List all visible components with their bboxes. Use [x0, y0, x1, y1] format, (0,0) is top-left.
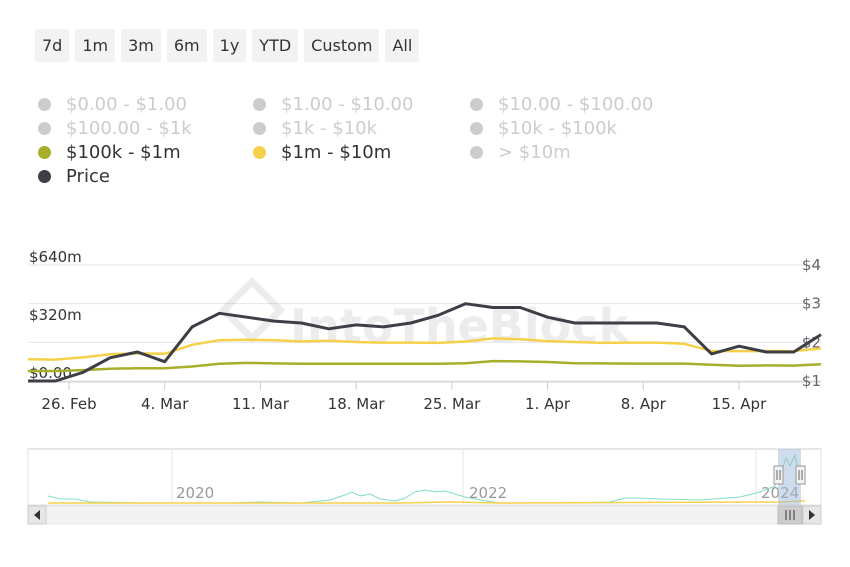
- legend-label: $100k - $1m: [66, 142, 181, 163]
- legend-label: $0.00 - $1.00: [66, 94, 187, 115]
- range-button-1y[interactable]: 1y: [212, 29, 247, 62]
- x-tick-label: 25. Mar: [423, 395, 481, 413]
- legend-item[interactable]: $0.00 - $1.00: [38, 94, 187, 115]
- x-tick-label: 1. Apr: [525, 395, 571, 413]
- x-tick-label: 15. Apr: [712, 395, 767, 413]
- legend-label: $1m - $10m: [281, 142, 392, 163]
- y-left-tick-label: $0.00: [29, 364, 72, 382]
- navigator-frame: [27, 448, 822, 506]
- y-left-tick-label: $640m: [29, 248, 82, 266]
- legend-item[interactable]: $1.00 - $10.00: [253, 94, 413, 115]
- x-tick-label: 8. Apr: [621, 395, 667, 413]
- range-button-7d[interactable]: 7d: [35, 29, 70, 62]
- y-left-tick-label: $320m: [29, 306, 82, 324]
- y-right-tick-label: $3: [802, 295, 821, 313]
- legend-label: $100.00 - $1k: [66, 118, 192, 139]
- legend-item[interactable]: $1m - $10m: [253, 142, 391, 163]
- range-selector: 7d 1m 3m 6m 1y YTD Custom All: [35, 29, 420, 62]
- x-tick-label: 11. Mar: [232, 395, 290, 413]
- legend-label: $10k - $100k: [498, 118, 617, 139]
- legend-marker-icon: [38, 170, 51, 183]
- legend-label: $1k - $10k: [281, 118, 378, 139]
- x-tick-label: 26. Feb: [41, 395, 96, 413]
- legend-item[interactable]: $100k - $1m: [38, 142, 181, 163]
- range-button-ytd[interactable]: YTD: [252, 29, 299, 62]
- range-button-1m[interactable]: 1m: [75, 29, 116, 62]
- legend-label: > $10m: [498, 142, 571, 163]
- legend-item[interactable]: $100.00 - $1k: [38, 118, 192, 139]
- navigator-year-label: 2020: [176, 484, 214, 502]
- legend-marker-icon: [253, 146, 266, 159]
- chevron-left-icon: [34, 510, 40, 520]
- range-button-6m[interactable]: 6m: [166, 29, 207, 62]
- navigator-handle-left[interactable]: [773, 465, 784, 485]
- series-line-1[interactable]: [27, 337, 822, 361]
- series-layer: [27, 302, 822, 383]
- legend-item[interactable]: $10.00 - $100.00: [470, 94, 653, 115]
- navigator[interactable]: 2020 2022 2024: [27, 448, 822, 506]
- y-right-tick-label: $1: [802, 372, 821, 390]
- legend-marker-icon: [253, 122, 266, 135]
- legend-marker-icon: [470, 98, 483, 111]
- legend-marker-icon: [38, 98, 51, 111]
- scrollbar-track[interactable]: [27, 505, 822, 525]
- y-axis-left: $640m $320m $0.00: [29, 248, 82, 382]
- legend-item[interactable]: $10k - $100k: [470, 118, 617, 139]
- navigator-handle-right[interactable]: [795, 465, 806, 485]
- range-button-custom[interactable]: Custom: [304, 29, 380, 62]
- legend-marker-icon: [38, 122, 51, 135]
- scrollbar[interactable]: [27, 505, 822, 525]
- legend-marker-icon: [253, 98, 266, 111]
- navigator-selection[interactable]: [778, 449, 801, 505]
- chevron-right-icon: [809, 510, 815, 520]
- series-line-2[interactable]: [28, 302, 822, 383]
- legend-item[interactable]: Price: [38, 166, 110, 187]
- legend-marker-icon: [470, 122, 483, 135]
- legend-marker-icon: [470, 146, 483, 159]
- legend-label: $1.00 - $10.00: [281, 94, 414, 115]
- watermark: IntoTheBlock: [218, 276, 630, 353]
- x-tick-label: 4. Mar: [141, 395, 189, 413]
- y-right-tick-label: $4: [802, 256, 821, 274]
- range-button-all[interactable]: All: [385, 29, 420, 62]
- x-tick-label: 18. Mar: [328, 395, 386, 413]
- y-axis-right: $4$3$2$1: [802, 256, 821, 390]
- legend-item[interactable]: > $10m: [470, 142, 571, 163]
- legend-item[interactable]: $1k - $10k: [253, 118, 377, 139]
- legend-label: Price: [66, 166, 110, 187]
- x-axis: 26. Feb 4. Mar 11. Mar 18. Mar 25. Mar 1. Apr…: [41, 382, 767, 413]
- range-button-3m[interactable]: 3m: [121, 29, 161, 62]
- series-line-0[interactable]: [28, 359, 822, 373]
- navigator-year-label: 2022: [469, 484, 507, 502]
- legend-label: $10.00 - $100.00: [498, 94, 654, 115]
- legend-marker-icon: [38, 146, 51, 159]
